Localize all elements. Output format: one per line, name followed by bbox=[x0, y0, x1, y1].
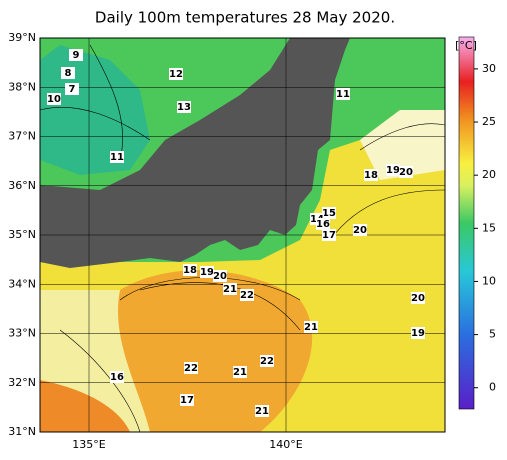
contour-label: 20 bbox=[411, 293, 425, 304]
lat-label: 39°N bbox=[8, 31, 36, 44]
contour-label: 8 bbox=[65, 68, 72, 79]
map bbox=[40, 38, 445, 432]
contour-label: 21 bbox=[233, 367, 247, 378]
contour-label-bg bbox=[213, 270, 227, 282]
map-frame bbox=[39, 37, 446, 433]
contour-label: 18 bbox=[364, 170, 378, 181]
contour-label: 13 bbox=[177, 102, 191, 113]
colorbar-tick-label: 0 bbox=[489, 381, 496, 394]
contour-label-bg bbox=[411, 292, 425, 304]
contour-label-bg bbox=[200, 266, 214, 278]
contour-label-bg bbox=[61, 67, 75, 79]
colorbar bbox=[458, 36, 475, 410]
contour-label-bg bbox=[353, 224, 367, 236]
contour-label-bg bbox=[180, 394, 194, 406]
contour-label-bg bbox=[110, 151, 124, 163]
contour-label-bg bbox=[386, 164, 400, 176]
contour-label-bg bbox=[47, 93, 61, 105]
contour-label: 16 bbox=[110, 372, 124, 383]
colorbar-tick-label: 25 bbox=[482, 115, 496, 128]
contour-label-bg bbox=[255, 405, 269, 417]
contour-label: 21 bbox=[223, 284, 237, 295]
contour-label: 18 bbox=[183, 265, 197, 276]
contour-label-bg bbox=[110, 371, 124, 383]
contour-label: 7 bbox=[69, 84, 76, 95]
contour-label: 16 bbox=[316, 219, 330, 230]
lat-label: 38°N bbox=[8, 80, 36, 93]
contour-label-bg bbox=[336, 88, 350, 100]
contour-label: 15 bbox=[322, 208, 336, 219]
title: Daily 100m temperatures 28 May 2020. bbox=[95, 9, 395, 27]
contour-label-bg bbox=[223, 283, 237, 295]
contour-label: 22 bbox=[260, 356, 274, 367]
contour-label: 20 bbox=[399, 167, 413, 178]
contour-label: 19 bbox=[386, 165, 400, 176]
contour-label-bg bbox=[184, 362, 198, 374]
contour-label: 21 bbox=[255, 406, 269, 417]
contour-label: 22 bbox=[184, 363, 198, 374]
contour-label-bg bbox=[240, 289, 254, 301]
contour-label: 17 bbox=[180, 395, 194, 406]
contour-label-bg bbox=[183, 264, 197, 276]
lat-label: 32°N bbox=[8, 376, 36, 389]
colorbar-tick-label: 5 bbox=[489, 328, 496, 341]
colorbar-tick-label: 10 bbox=[482, 274, 496, 287]
colorbar-unit: [°C] bbox=[455, 39, 477, 52]
lat-label: 35°N bbox=[8, 228, 36, 241]
contour-label-bg bbox=[69, 49, 83, 61]
lat-label: 31°N bbox=[8, 425, 36, 438]
contour-label-bg bbox=[411, 327, 425, 339]
lon-label: 135°E bbox=[72, 438, 105, 451]
lat-label: 34°N bbox=[8, 277, 36, 290]
contour-label-bg bbox=[233, 366, 247, 378]
lon-label: 140°E bbox=[269, 438, 302, 451]
contour-label-bg bbox=[169, 68, 183, 80]
contour-label-bg bbox=[399, 166, 413, 178]
contour-label: 12 bbox=[169, 69, 183, 80]
contour-label: 20 bbox=[213, 271, 227, 282]
lat-label: 36°N bbox=[8, 179, 36, 192]
contour-label-bg bbox=[260, 355, 274, 367]
lat-label: 33°N bbox=[8, 327, 36, 340]
contour-label-bg bbox=[322, 207, 336, 219]
contour-label: 22 bbox=[240, 290, 254, 301]
lat-label: 37°N bbox=[8, 130, 36, 143]
contour-label: 11 bbox=[110, 152, 124, 163]
contour-label: 11 bbox=[336, 89, 350, 100]
contour-label-bg bbox=[65, 83, 79, 95]
contour-label-bg bbox=[316, 218, 330, 230]
contour-label: 10 bbox=[47, 94, 61, 105]
colorbar-tick-label: 30 bbox=[482, 62, 496, 75]
contour-label: 21 bbox=[304, 322, 318, 333]
contour-label-bg bbox=[364, 169, 378, 181]
contour-label: 19 bbox=[411, 328, 425, 339]
contour-label: 20 bbox=[353, 225, 367, 236]
contour-label: 9 bbox=[73, 50, 80, 61]
contour-label: 17 bbox=[322, 230, 336, 241]
colorbar-tick-label: 15 bbox=[482, 221, 496, 234]
contour-label-bg bbox=[304, 321, 318, 333]
contour-label-bg bbox=[177, 101, 191, 113]
contour-label-bg bbox=[322, 229, 336, 241]
contour-label: 19 bbox=[200, 267, 214, 278]
colorbar-tick-label: 20 bbox=[482, 168, 496, 181]
